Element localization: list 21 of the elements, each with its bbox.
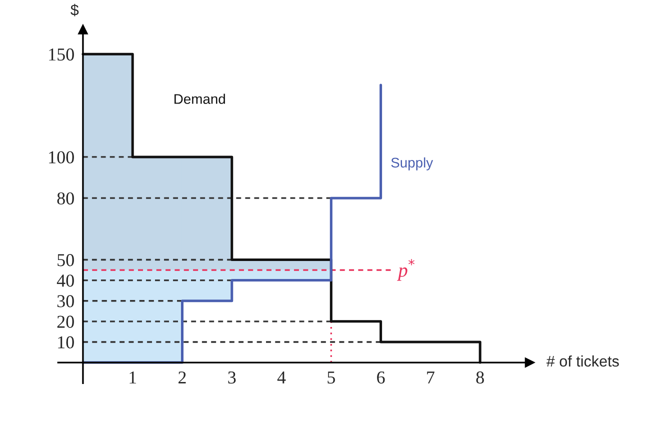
x-tick-label: 2: [178, 371, 186, 384]
y-tick-label: 10: [58, 336, 74, 348]
y-tick-label: 30: [57, 295, 74, 308]
x-tick-label: 7: [427, 372, 434, 384]
y-tick-label: 80: [57, 192, 74, 205]
x-tick-label: 8: [476, 371, 484, 384]
series-label: Supply: [391, 157, 434, 170]
y-tick-label: 20: [57, 316, 74, 328]
text: Demand: [174, 94, 225, 104]
x-tick-label: 6: [377, 371, 385, 384]
x-axis-title: # of tickets: [546, 355, 619, 367]
x-tick-label: 3: [228, 371, 236, 384]
y-tick-label: 100: [49, 151, 74, 164]
x-tick-label: 5: [328, 372, 335, 384]
y-tick-label: 40: [56, 274, 74, 287]
y-tick-label: 50: [58, 254, 74, 266]
y-tick-label: 150: [49, 48, 74, 61]
series-label: p$^{*}$: [397, 259, 414, 281]
x-tick-label: 4: [277, 372, 286, 384]
y-axis-title: $: [70, 4, 79, 16]
x-tick-label: 1: [130, 371, 136, 384]
